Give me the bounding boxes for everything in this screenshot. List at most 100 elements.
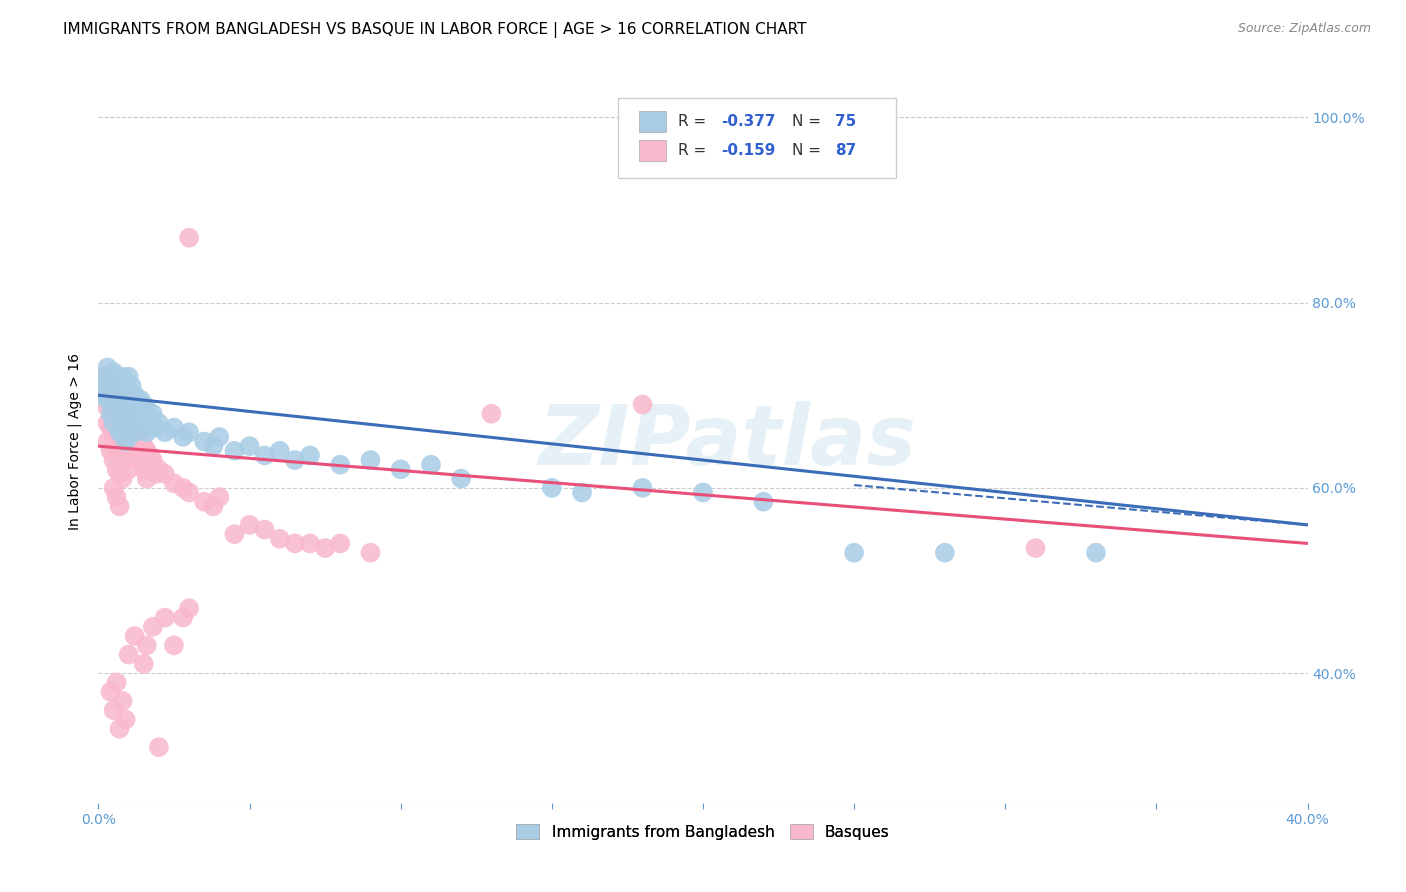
- Point: [96, 379, 118, 393]
- Point: [127, 416, 149, 430]
- Point: [93, 379, 115, 393]
- Point: [127, 430, 149, 444]
- Text: N =: N =: [793, 114, 827, 129]
- Point: [299, 449, 322, 463]
- Point: [105, 411, 128, 425]
- Point: [132, 462, 155, 476]
- Point: [103, 384, 125, 398]
- Point: [145, 420, 167, 434]
- Point: [752, 494, 775, 508]
- Point: [108, 397, 131, 411]
- Point: [105, 392, 128, 407]
- Point: [172, 481, 194, 495]
- Point: [100, 375, 122, 389]
- Point: [132, 657, 155, 671]
- Point: [284, 453, 307, 467]
- Point: [90, 369, 112, 384]
- Point: [114, 713, 136, 727]
- Point: [96, 375, 118, 389]
- Point: [269, 443, 291, 458]
- Point: [224, 443, 246, 458]
- Text: ZIPatlas: ZIPatlas: [538, 401, 917, 482]
- Point: [111, 472, 134, 486]
- Point: [132, 397, 155, 411]
- Point: [481, 407, 503, 421]
- Point: [145, 467, 167, 481]
- Point: [540, 481, 562, 495]
- Point: [111, 420, 134, 434]
- Point: [571, 485, 593, 500]
- Point: [96, 416, 118, 430]
- Point: [179, 425, 201, 440]
- Point: [135, 443, 157, 458]
- Point: [360, 546, 382, 560]
- Point: [208, 430, 231, 444]
- Point: [124, 425, 146, 440]
- Point: [108, 722, 131, 736]
- Point: [135, 425, 157, 440]
- Point: [253, 449, 276, 463]
- Text: N =: N =: [793, 143, 827, 158]
- Point: [108, 425, 131, 440]
- Point: [114, 453, 136, 467]
- Point: [105, 434, 128, 449]
- Y-axis label: In Labor Force | Age > 16: In Labor Force | Age > 16: [67, 353, 83, 530]
- Point: [631, 481, 654, 495]
- Point: [105, 462, 128, 476]
- Legend: Immigrants from Bangladesh, Basques: Immigrants from Bangladesh, Basques: [509, 816, 897, 847]
- Point: [111, 369, 134, 384]
- Point: [299, 536, 322, 550]
- Point: [139, 449, 162, 463]
- Point: [111, 388, 134, 402]
- Point: [93, 397, 115, 411]
- Point: [132, 420, 155, 434]
- Point: [179, 231, 201, 245]
- Text: Source: ZipAtlas.com: Source: ZipAtlas.com: [1237, 22, 1371, 36]
- Text: 75: 75: [835, 114, 856, 129]
- Point: [329, 458, 352, 472]
- Point: [284, 536, 307, 550]
- Point: [142, 620, 165, 634]
- Point: [103, 388, 125, 402]
- Point: [118, 407, 141, 421]
- Point: [114, 407, 136, 421]
- Point: [124, 388, 146, 402]
- Text: 87: 87: [835, 143, 856, 158]
- Point: [208, 490, 231, 504]
- Text: IMMIGRANTS FROM BANGLADESH VS BASQUE IN LABOR FORCE | AGE > 16 CORRELATION CHART: IMMIGRANTS FROM BANGLADESH VS BASQUE IN …: [63, 22, 807, 38]
- Point: [844, 546, 866, 560]
- Point: [121, 420, 143, 434]
- Point: [127, 453, 149, 467]
- Point: [142, 453, 165, 467]
- Point: [179, 485, 201, 500]
- FancyBboxPatch shape: [638, 111, 665, 132]
- Point: [129, 434, 152, 449]
- Point: [202, 439, 225, 453]
- Point: [135, 638, 157, 652]
- Point: [114, 379, 136, 393]
- Point: [124, 407, 146, 421]
- Point: [103, 703, 125, 717]
- Point: [103, 416, 125, 430]
- Point: [103, 402, 125, 417]
- Point: [96, 360, 118, 375]
- Point: [631, 397, 654, 411]
- Point: [114, 434, 136, 449]
- Point: [153, 425, 176, 440]
- Point: [153, 610, 176, 624]
- Point: [103, 481, 125, 495]
- Point: [124, 425, 146, 440]
- Point: [118, 369, 141, 384]
- Point: [118, 434, 141, 449]
- Text: -0.377: -0.377: [721, 114, 776, 129]
- Point: [100, 443, 122, 458]
- Point: [172, 610, 194, 624]
- Point: [96, 392, 118, 407]
- Point: [100, 397, 122, 411]
- Point: [105, 369, 128, 384]
- Point: [93, 369, 115, 384]
- Point: [114, 416, 136, 430]
- Point: [224, 527, 246, 541]
- Point: [114, 425, 136, 440]
- Point: [269, 532, 291, 546]
